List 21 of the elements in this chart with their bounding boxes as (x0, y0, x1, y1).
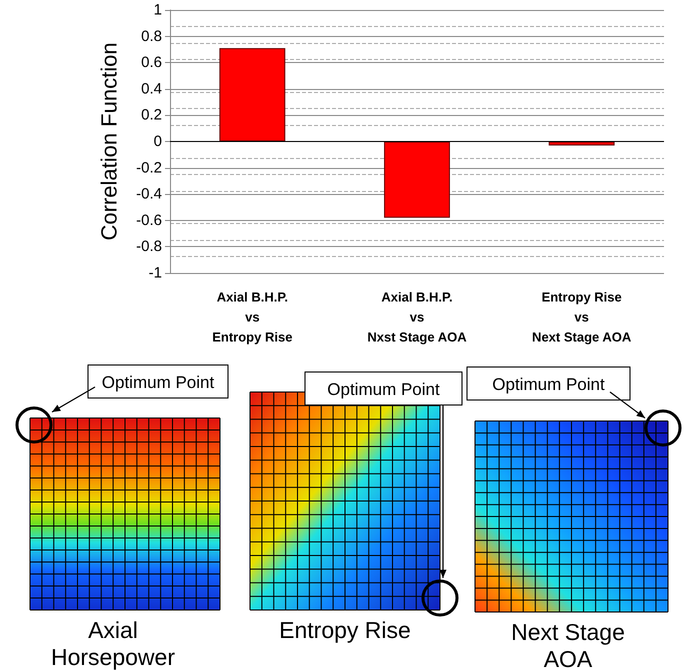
text: Next Stage AOA (511, 619, 625, 671)
y-tick-label: 0.2 (141, 106, 162, 124)
y-tick-label: 0.4 (141, 80, 162, 98)
y-tick-label: 0 (154, 133, 162, 150)
y-tick-label: 0.6 (141, 54, 162, 72)
text: Optimum Point (492, 375, 605, 394)
y-axis-title: Correlation Function (96, 42, 122, 241)
text: Optimum Point (327, 380, 440, 399)
text: Optimum Point (102, 373, 214, 392)
y-tick-label: 0.8 (141, 28, 162, 45)
text: Axial Horsepower (51, 617, 176, 670)
y-tick-label: -0.2 (136, 159, 162, 176)
y-tick-label: -0.4 (136, 186, 162, 203)
x-tick-label: Axial B.H.P. vs Entropy Rise (212, 290, 292, 344)
y-tick-label: -0.8 (136, 238, 162, 256)
x-tick-label: Entropy Rise vs Next Stage AOA (532, 290, 632, 344)
y-tick-label: -0.6 (136, 212, 162, 229)
y-tick-label: 1 (154, 2, 162, 18)
text: Entropy Rise (279, 617, 411, 643)
x-tick-label: Axial B.H.P. vs Nxst Stage AOA (367, 290, 468, 344)
y-tick-label: -1 (148, 264, 162, 282)
